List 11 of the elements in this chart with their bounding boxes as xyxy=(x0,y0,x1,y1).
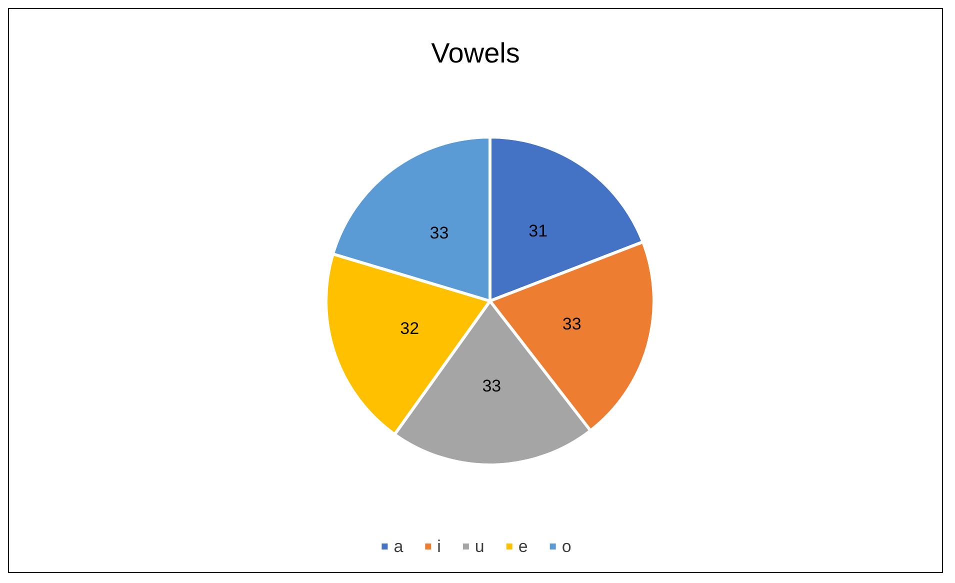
data-label: 32 xyxy=(400,319,420,338)
data-label: 31 xyxy=(528,221,548,240)
data-label: 33 xyxy=(562,314,582,334)
legend-label: a xyxy=(394,537,404,556)
data-label: 33 xyxy=(482,376,502,396)
legend-label: u xyxy=(474,537,484,556)
legend-label: e xyxy=(518,537,528,556)
legend-label: o xyxy=(562,537,572,556)
chart-title: Vowels xyxy=(431,38,520,68)
data-label: 33 xyxy=(430,223,449,242)
legend-label: i xyxy=(437,537,441,556)
